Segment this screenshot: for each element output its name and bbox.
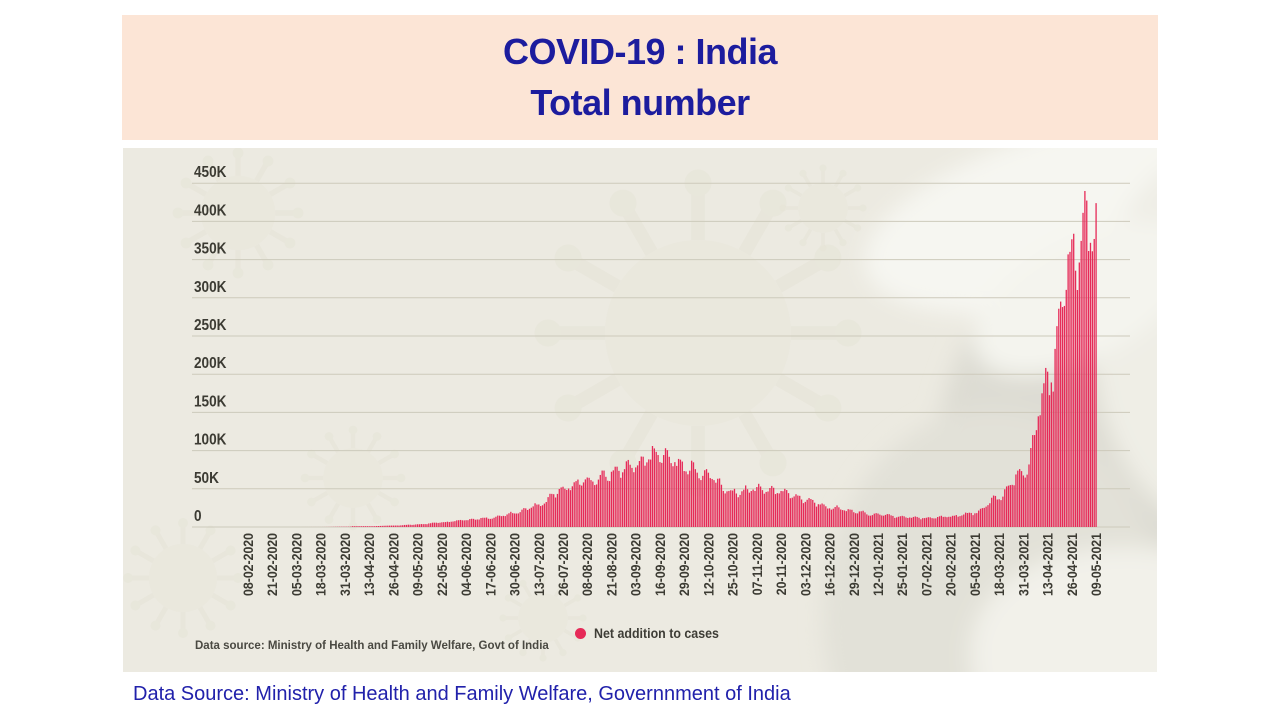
x-tick-label: 12-10-2020: [701, 533, 717, 596]
ppe-photo-watermark: [823, 148, 1157, 672]
x-tick-label: 20-11-2020: [773, 533, 789, 595]
x-tick-label: 13-07-2020: [531, 533, 547, 596]
chart-panel: 0 50K 100K 150K 200K 250K 300K 350K 400K 450K 08-0…: [123, 148, 1157, 672]
virus-icon: [534, 169, 862, 497]
x-tick-label: 16-09-2020: [652, 533, 668, 596]
x-tick-label: 18-03-2021: [991, 533, 1007, 596]
virus-icon: [779, 164, 867, 252]
y-tick-label: 50K: [194, 470, 219, 487]
chart-svg: 0 50K 100K 150K 200K 250K 300K 350K 400K 450K 08-0…: [192, 164, 1130, 596]
y-tick-label: 100K: [194, 432, 227, 449]
x-tick-label: 07-11-2020: [749, 533, 765, 595]
x-tick-label: 26-07-2020: [555, 533, 571, 596]
y-tick-label: 450K: [194, 164, 227, 181]
x-tick-label: 05-03-2021: [967, 533, 983, 596]
x-tick-label: 20-02-2021: [943, 533, 959, 596]
y-tick-label: 400K: [194, 202, 227, 219]
x-tick-label: 26-04-2020: [386, 533, 402, 596]
x-tick-label: 13-04-2020: [361, 533, 377, 596]
x-tick-label: 08-08-2020: [579, 533, 595, 596]
x-tick-label: 21-08-2020: [604, 533, 620, 596]
virus-icon: [300, 425, 406, 531]
x-tick-label: 26-04-2021: [1064, 533, 1080, 596]
caption: Data Source: Ministry of Health and Fami…: [133, 683, 791, 705]
y-tick-label: 0: [194, 508, 202, 525]
title-banner: COVID-19 : India Total number: [122, 15, 1158, 140]
legend-dot-icon: [575, 628, 586, 639]
legend: Net addition to cases: [575, 626, 730, 641]
x-tick-label: 18-03-2020: [313, 533, 329, 596]
x-tick-label: 17-06-2020: [483, 533, 499, 596]
x-tick-label: 25-10-2020: [725, 533, 741, 596]
x-tick-label: 25-01-2021: [894, 533, 910, 596]
x-tick-label: 07-02-2021: [919, 533, 935, 596]
virus-icon: [123, 518, 243, 638]
virus-icon: [499, 574, 587, 662]
bar-series: [301, 190, 1097, 528]
x-tick-label: 21-02-2020: [264, 533, 280, 596]
watermark-background: [123, 148, 1157, 672]
x-tick-label: 31-03-2020: [337, 533, 353, 596]
x-tick-label: 05-03-2020: [289, 533, 305, 596]
x-tick-label: 03-12-2020: [798, 533, 814, 596]
x-tick-label: 22-05-2020: [434, 533, 450, 596]
x-tick-label: 29-12-2020: [846, 533, 862, 596]
x-tick-label: 09-05-2020: [410, 533, 426, 596]
legend-label: Net addition to cases: [594, 626, 719, 641]
x-tick-label: 03-09-2020: [628, 533, 644, 596]
y-tick-label: 200K: [194, 355, 227, 372]
x-tick-label: 09-05-2021: [1088, 533, 1104, 596]
x-tick-label: 31-03-2021: [1016, 533, 1032, 596]
x-tick-label: 08-02-2020: [240, 533, 256, 596]
chart-source-note: Data source: Ministry of Health and Fami…: [195, 640, 549, 652]
y-tick-label: 350K: [194, 241, 227, 258]
x-tick-label: 30-06-2020: [507, 533, 523, 596]
virus-watermark: [123, 148, 867, 662]
x-tick-label: 29-09-2020: [676, 533, 692, 596]
x-tick-label: 04-06-2020: [458, 533, 474, 596]
virus-icon: [172, 148, 304, 279]
y-tick-label: 300K: [194, 279, 227, 296]
x-tick-label: 16-12-2020: [822, 533, 838, 596]
x-tick-label: 12-01-2021: [870, 533, 886, 596]
slide-title-line2: Total number: [530, 82, 750, 123]
slide-title-line1: COVID-19 : India: [502, 31, 778, 72]
x-tick-label: 13-04-2021: [1040, 533, 1056, 596]
y-tick-label: 150K: [194, 393, 227, 410]
y-tick-label: 250K: [194, 317, 227, 334]
